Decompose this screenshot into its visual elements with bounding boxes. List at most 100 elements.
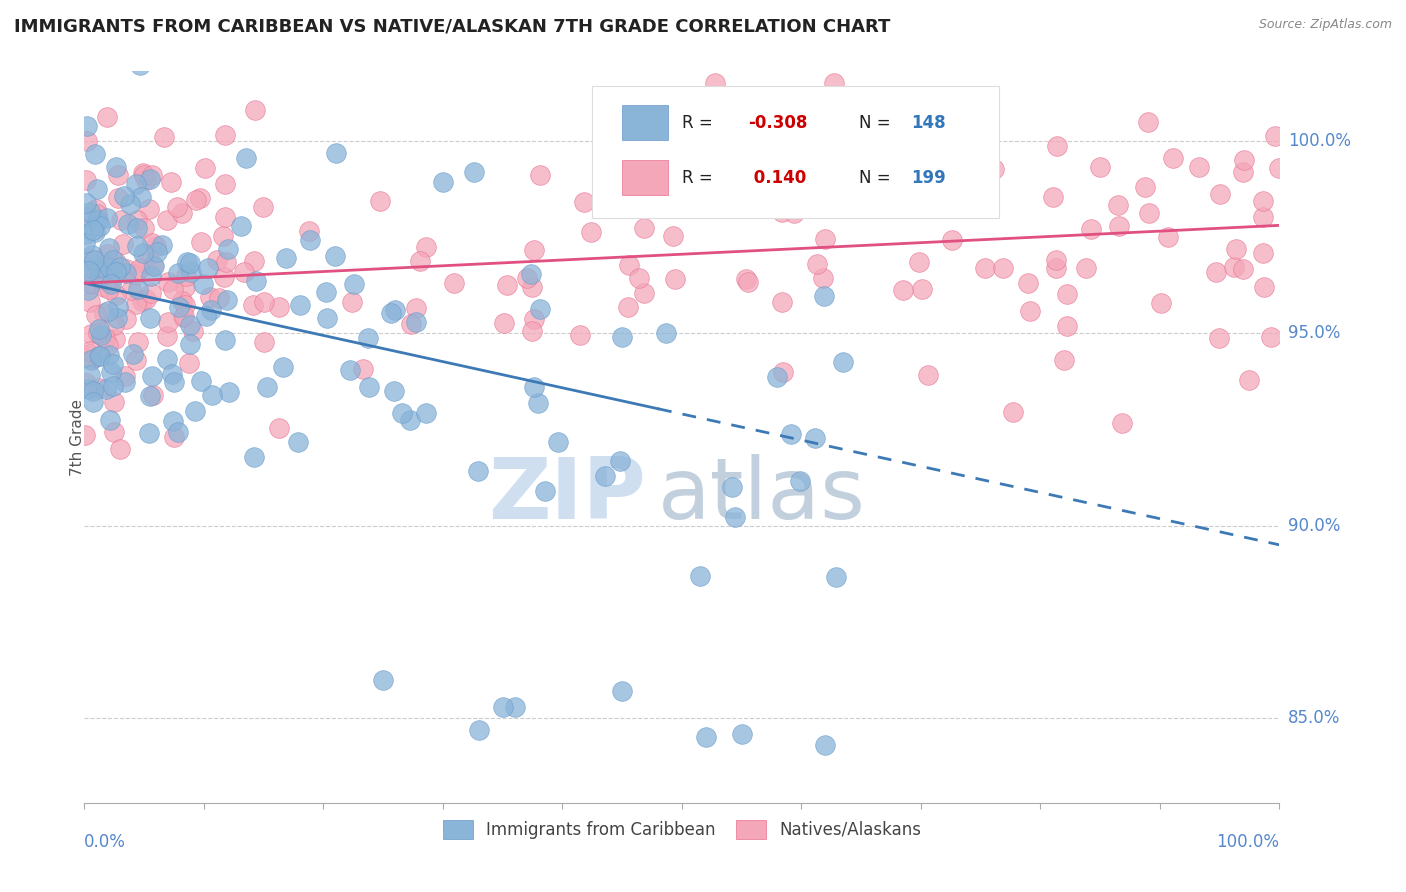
Point: [112, 188, 135, 202]
Point: [704, 76, 727, 90]
Point: [184, 193, 207, 207]
Point: [108, 442, 131, 456]
Point: [89, 219, 111, 233]
Point: [391, 405, 413, 419]
Point: [814, 738, 837, 752]
Point: [252, 200, 274, 214]
Point: [689, 569, 711, 583]
Text: Source: ZipAtlas.com: Source: ZipAtlas.com: [1258, 18, 1392, 31]
Point: [98, 348, 121, 362]
Point: [1045, 260, 1067, 275]
Point: [1107, 198, 1129, 212]
Point: [173, 298, 195, 312]
Point: [170, 206, 193, 220]
Point: [534, 483, 557, 498]
Point: [399, 317, 422, 331]
Point: [84, 226, 107, 240]
Point: [593, 468, 616, 483]
Point: [612, 684, 634, 698]
Text: 100.0%: 100.0%: [1288, 132, 1351, 150]
Point: [574, 194, 596, 209]
Point: [1053, 353, 1076, 368]
Point: [516, 271, 538, 285]
Text: 148: 148: [911, 113, 946, 131]
Point: [114, 368, 136, 383]
Point: [84, 309, 107, 323]
Point: [523, 380, 546, 394]
Point: [612, 329, 634, 343]
Point: [100, 364, 122, 378]
Point: [813, 288, 835, 302]
Point: [695, 731, 717, 745]
Point: [142, 258, 165, 272]
Point: [174, 269, 197, 284]
Point: [132, 168, 155, 182]
Point: [87, 322, 110, 336]
Point: [93, 306, 115, 320]
Point: [633, 285, 655, 300]
Point: [382, 384, 405, 398]
Point: [368, 194, 391, 209]
Point: [373, 673, 395, 687]
Point: [127, 239, 149, 253]
Point: [131, 294, 153, 309]
Point: [156, 328, 179, 343]
Point: [163, 375, 186, 389]
Point: [124, 268, 146, 282]
Point: [132, 166, 155, 180]
Point: [101, 270, 124, 285]
Point: [825, 569, 848, 583]
Point: [1156, 229, 1178, 244]
Point: [229, 219, 252, 233]
Point: [765, 370, 787, 384]
Point: [1253, 211, 1275, 225]
Point: [87, 270, 110, 285]
Point: [242, 298, 264, 312]
Point: [290, 298, 312, 312]
Point: [245, 274, 267, 288]
Text: N =: N =: [859, 169, 896, 186]
Point: [243, 254, 266, 268]
Point: [1045, 253, 1067, 268]
Point: [105, 288, 128, 302]
Point: [600, 178, 623, 192]
Point: [122, 347, 145, 361]
Point: [463, 165, 485, 179]
Point: [1150, 295, 1173, 310]
Point: [107, 300, 129, 314]
Point: [831, 355, 853, 369]
Point: [298, 233, 321, 247]
Point: [79, 204, 101, 219]
Point: [731, 726, 754, 740]
Point: [267, 421, 290, 435]
Point: [87, 212, 110, 227]
Point: [97, 337, 120, 351]
Point: [1002, 404, 1025, 418]
Point: [443, 276, 465, 290]
Point: [146, 244, 169, 259]
Point: [120, 197, 142, 211]
Point: [218, 384, 240, 399]
Point: [1205, 265, 1227, 279]
Point: [904, 182, 927, 196]
Point: [93, 280, 115, 294]
Point: [75, 227, 97, 241]
Point: [73, 236, 96, 251]
Point: [633, 221, 655, 235]
Point: [467, 464, 489, 478]
Text: R =: R =: [682, 169, 718, 186]
Point: [1209, 187, 1232, 202]
Text: 100.0%: 100.0%: [1216, 833, 1279, 851]
Point: [201, 388, 224, 402]
Point: [522, 324, 544, 338]
Point: [287, 434, 309, 449]
Point: [98, 282, 121, 296]
Point: [134, 256, 156, 270]
Point: [156, 213, 179, 227]
Point: [253, 334, 276, 349]
Point: [162, 367, 184, 381]
Point: [82, 384, 104, 398]
Point: [384, 303, 406, 318]
Point: [814, 232, 837, 246]
Point: [770, 204, 793, 219]
